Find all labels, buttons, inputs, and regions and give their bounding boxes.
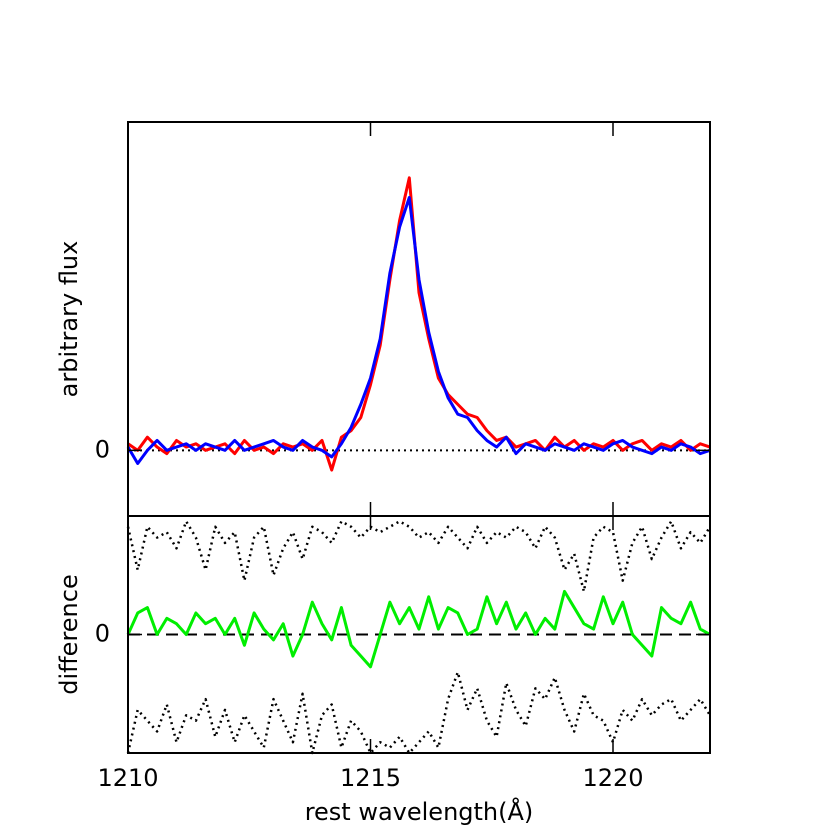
plot-frame: [127, 121, 711, 517]
data-line: [126, 196, 711, 465]
data-line: [126, 520, 712, 593]
x-axis-label: rest wavelength(Å): [305, 797, 534, 826]
data-line: [126, 670, 712, 755]
y-axis-label: arbitrary flux: [55, 241, 83, 398]
data-line: [126, 589, 711, 669]
x-tick-label: 1215: [340, 764, 401, 792]
x-tick-label: 1210: [97, 764, 158, 792]
x-tick-label: 1220: [582, 764, 643, 792]
y-tick-label: 0: [95, 620, 110, 648]
data-line: [127, 176, 711, 472]
y-axis-label: difference: [55, 574, 83, 694]
plot-frame: [127, 515, 711, 754]
y-tick-label: 0: [95, 435, 110, 463]
